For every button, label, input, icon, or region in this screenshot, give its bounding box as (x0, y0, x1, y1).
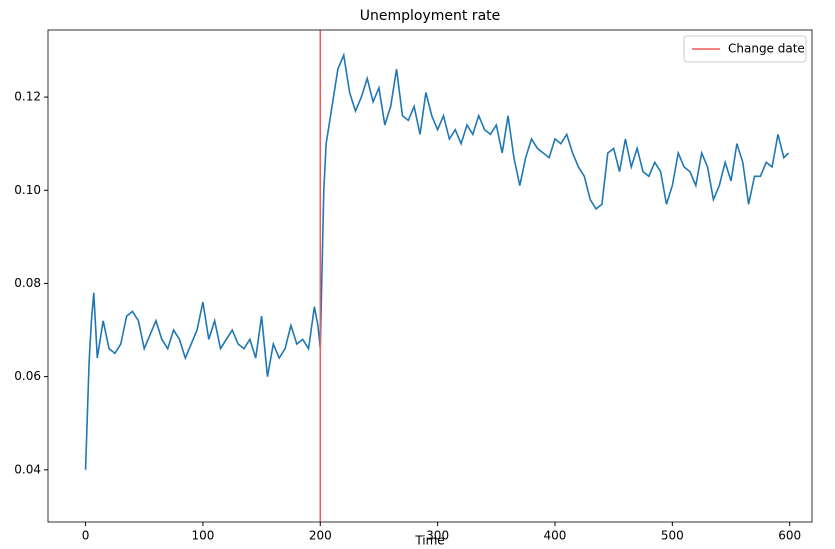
y-tick-label: 0.12 (14, 90, 41, 104)
x-tick-label: 0 (82, 529, 90, 543)
y-tick-label: 0.10 (14, 183, 41, 197)
data-line (84, 52, 790, 470)
y-tick-label: 0.04 (14, 462, 41, 476)
chart-title: Unemployment rate (360, 8, 501, 24)
x-tick-label: 100 (191, 529, 214, 543)
x-axis-label: Time (414, 534, 444, 546)
y-tick-label: 0.08 (14, 276, 41, 290)
x-tick-label: 300 (426, 529, 449, 543)
axes-frame (47, 29, 813, 523)
x-tick-label: 500 (661, 529, 684, 543)
x-tick-label: 400 (544, 529, 567, 543)
x-tick-label: 200 (309, 529, 332, 543)
legend-label: Change date (728, 42, 805, 56)
x-tick-label: 600 (778, 529, 801, 543)
legend-box (683, 35, 807, 63)
y-tick-label: 0.06 (14, 369, 41, 383)
